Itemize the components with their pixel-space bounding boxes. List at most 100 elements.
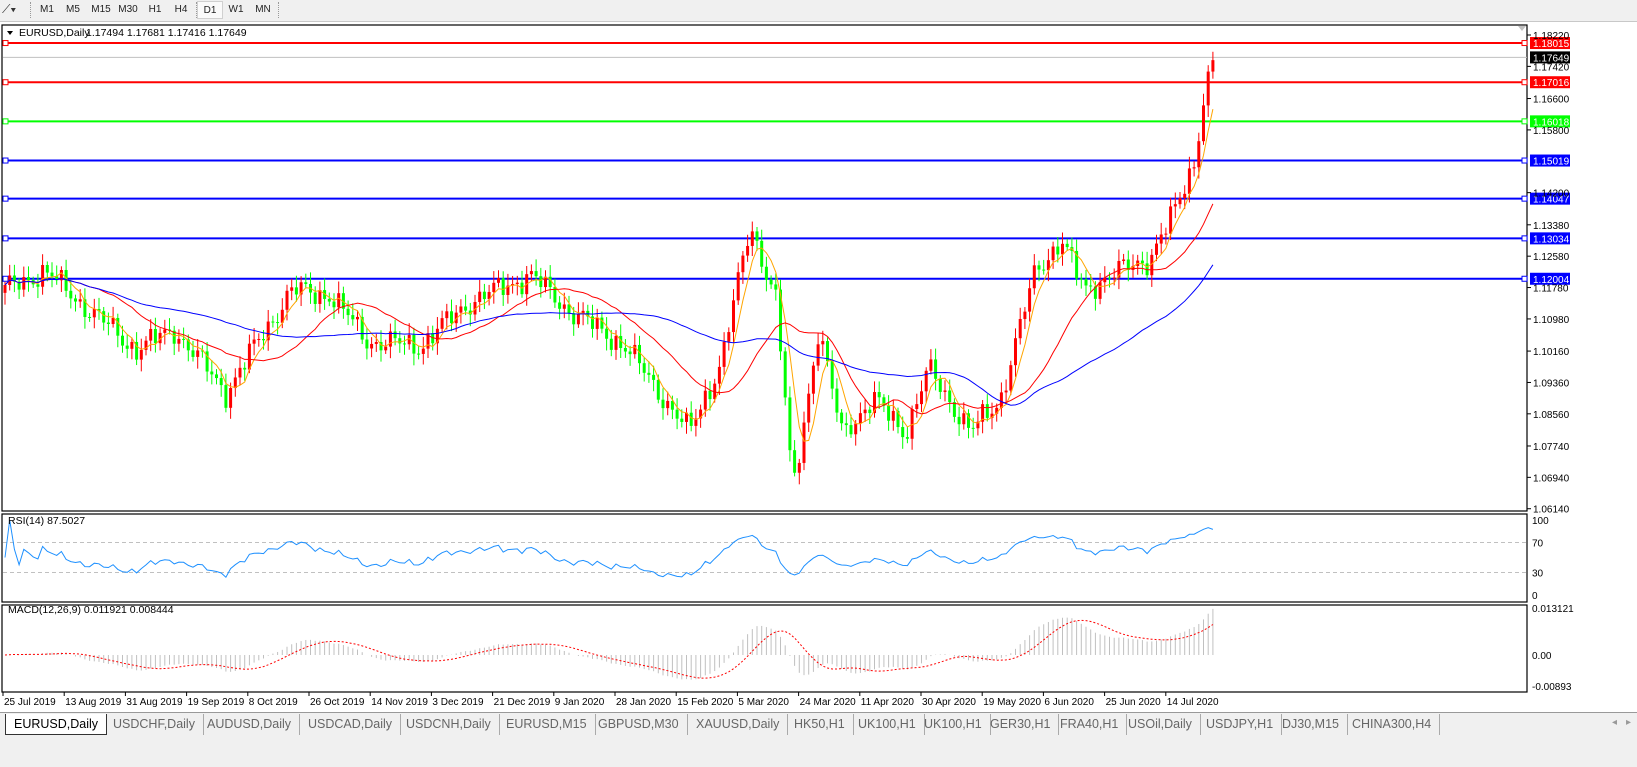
tab-eurusd-daily[interactable]: EURUSD,Daily [5, 714, 108, 735]
tab-gbpusd-m30[interactable]: GBPUSD,M30 [590, 714, 688, 735]
candle-body [257, 338, 261, 340]
tab-uk100-h1[interactable]: UK100,H1 [916, 714, 991, 735]
horizontal-line[interactable] [2, 195, 1528, 202]
line-handle-icon[interactable] [2, 79, 9, 86]
candle [1150, 249, 1154, 287]
macd-tick-label: 0.00 [1532, 651, 1552, 662]
candle [1159, 222, 1163, 254]
candle [139, 338, 143, 372]
candle-body [746, 245, 750, 256]
line-handle-icon[interactable] [2, 275, 9, 282]
candle-body [17, 281, 21, 290]
timeframe-w1[interactable]: W1 [228, 4, 244, 15]
horizontal-line[interactable] [2, 118, 1528, 125]
candle-body [388, 331, 392, 347]
tabs-scroll-left-icon[interactable]: ◂ [1612, 717, 1618, 728]
candle [243, 362, 247, 381]
candle-body [318, 290, 322, 304]
tab-uk100-h1[interactable]: UK100,H1 [850, 714, 925, 735]
candle [313, 286, 317, 312]
line-handle-icon[interactable] [2, 235, 9, 242]
chart-menu-triangle-icon[interactable] [7, 31, 13, 35]
candle-body [670, 400, 674, 410]
timeframe-m30[interactable]: M30 [118, 4, 138, 15]
candle-body [12, 275, 16, 282]
tab-china300-h4[interactable]: CHINA300,H4 [1344, 714, 1441, 735]
tab-dj30-m15[interactable]: DJ30,M15 [1274, 714, 1348, 735]
candle-body [1061, 243, 1064, 255]
candle [623, 339, 627, 358]
candle [957, 406, 961, 436]
line-tools-icon[interactable]: ⟋▾ [2, 2, 17, 16]
candle-body [172, 330, 176, 344]
chart-shift-marker-icon[interactable] [1518, 26, 1526, 31]
candle-body [534, 271, 538, 277]
line-handle-icon[interactable] [1521, 157, 1528, 164]
tab-usdjpy-h1[interactable]: USDJPY,H1 [1198, 714, 1283, 735]
timeframe-mn[interactable]: MN [255, 4, 271, 15]
timeframe-m15[interactable]: M15 [91, 4, 111, 15]
line-handle-icon[interactable] [1521, 195, 1528, 202]
horizontal-line[interactable] [2, 235, 1528, 242]
horizontal-line[interactable] [2, 157, 1528, 164]
tab-ger30-h1[interactable]: GER30,H1 [982, 714, 1060, 735]
tab-xauusd-daily[interactable]: XAUUSD,Daily [688, 714, 789, 735]
tab-fra40-h1[interactable]: FRA40,H1 [1052, 714, 1128, 735]
candle [840, 409, 844, 431]
line-handle-icon[interactable] [2, 40, 9, 47]
timeframe-m1[interactable]: M1 [40, 4, 54, 15]
horizontal-line[interactable] [2, 79, 1528, 86]
line-handle-icon[interactable] [1521, 118, 1528, 125]
tab-usoil-daily[interactable]: USOil,Daily [1120, 714, 1201, 735]
line-handle-icon[interactable] [2, 195, 9, 202]
date-label: 25 Jun 2020 [1106, 697, 1161, 708]
tab-usdchf-daily[interactable]: USDCHF,Daily [105, 714, 204, 735]
line-handle-icon[interactable] [1521, 275, 1528, 282]
candle-body [915, 404, 919, 409]
timeframe-h4[interactable]: H4 [174, 4, 188, 15]
candle [689, 401, 693, 432]
candle-body [92, 308, 96, 318]
candle [388, 323, 392, 359]
candle [299, 276, 303, 307]
candle-body [558, 302, 562, 309]
candle-body [252, 339, 256, 344]
candle-body [210, 371, 214, 375]
candle-body [482, 291, 486, 300]
line-handle-icon[interactable] [1521, 40, 1528, 47]
tab-usdcad-daily[interactable]: USDCAD,Daily [300, 714, 402, 735]
line-handle-icon[interactable] [1521, 79, 1528, 86]
tabs-scroll-right-icon[interactable]: ▸ [1626, 717, 1632, 728]
candle-body [873, 392, 876, 414]
candle [647, 361, 651, 383]
candle-body [332, 301, 336, 308]
line-handle-icon[interactable] [2, 118, 9, 125]
candle-body [962, 413, 966, 425]
candle-body [501, 278, 505, 295]
candle-body [689, 412, 693, 426]
line-handle-icon[interactable] [2, 157, 9, 164]
macd-tick-label: 0.013121 [1532, 604, 1574, 615]
candle [666, 391, 670, 416]
candle [764, 256, 768, 292]
tab-eurusd-m15[interactable]: EURUSD,M15 [498, 714, 596, 735]
candle [703, 379, 707, 417]
candle-body [313, 292, 317, 304]
candle-body [304, 282, 308, 284]
timeframe-h1[interactable]: H1 [148, 4, 162, 15]
candle-body [544, 276, 547, 288]
horizontal-line[interactable] [2, 40, 1528, 47]
candle-body [337, 293, 341, 308]
candle [83, 288, 87, 329]
rsi-pane-frame [1, 513, 1528, 603]
tab-hk50-h1[interactable]: HK50,H1 [786, 714, 854, 735]
candle-body [238, 367, 242, 378]
tab-audusd-daily[interactable]: AUDUSD,Daily [199, 714, 301, 735]
tab-usdcnh-daily[interactable]: USDCNH,Daily [398, 714, 500, 735]
line-handle-icon[interactable] [1521, 235, 1528, 242]
timeframe-d1[interactable]: D1 [197, 1, 223, 19]
timeframe-m5[interactable]: M5 [66, 4, 80, 15]
candle-body [882, 397, 886, 406]
candle [915, 393, 919, 418]
chart-window[interactable]: 1.18015 1.17016 1.16018 1.15019 1.14047 1.130… [0, 0, 1637, 712]
